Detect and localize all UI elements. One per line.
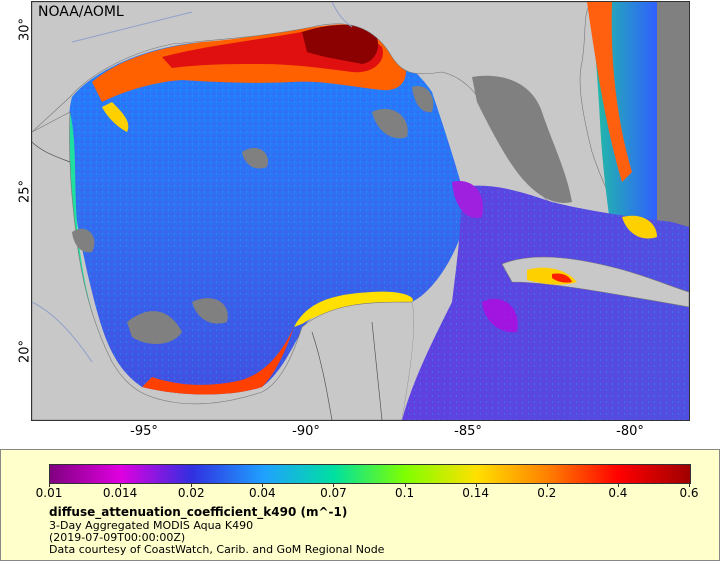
cloud-patch <box>192 298 228 324</box>
cuba-coast-red <box>552 273 572 283</box>
cloud-patch <box>242 147 268 169</box>
yucatan-coast-yellow <box>294 291 413 327</box>
cloud-patch <box>72 228 95 253</box>
lat-label-20: 20° <box>17 339 33 364</box>
legend-title: diffuse_attenuation_coefficient_k490 (m^… <box>49 505 348 519</box>
atlantic-coast-band <box>587 2 632 182</box>
river <box>331 2 353 28</box>
bahamas-bank <box>622 215 657 239</box>
cloud-patch <box>412 86 434 113</box>
colorbar-tick-label: 0.4 <box>608 486 628 500</box>
legend-date: (2019-07-09T00:00:00Z) <box>49 531 186 544</box>
colorbar-tick <box>49 483 50 487</box>
map-credit: NOAA/AOML <box>38 4 124 20</box>
lon-label-90: -90° <box>292 424 320 439</box>
lon-label-85: -85° <box>454 424 482 439</box>
purple-patch <box>452 181 483 218</box>
campeche-band <box>142 327 294 395</box>
legend-panel: diffuse_attenuation_coefficient_k490 (m^… <box>0 449 720 561</box>
colorbar-tick <box>404 483 406 487</box>
west-coast-green <box>69 112 102 342</box>
colorbar-tick <box>617 483 619 487</box>
colorbar-tick <box>475 483 477 487</box>
border-line <box>371 321 383 420</box>
colorbar-tick-label: 0.6 <box>679 486 699 500</box>
mississippi-plume <box>302 24 379 64</box>
colorbar-tick-label: 0.014 <box>102 486 138 500</box>
colorbar <box>49 464 691 484</box>
map-canvas <box>32 2 689 420</box>
colorbar-tick-label: 0.1 <box>395 486 415 500</box>
lon-label-95: -95° <box>130 424 158 439</box>
lon-label-80: -80° <box>616 424 644 439</box>
lat-label-25: 25° <box>17 179 33 204</box>
colorbar-tick <box>546 483 548 487</box>
colorbar-tick-label: 0.07 <box>320 486 347 500</box>
colorbar-tick-label: 0.02 <box>177 486 205 500</box>
caribbean-texture <box>402 185 689 420</box>
colorbar-tick <box>689 483 690 487</box>
border-line <box>32 141 71 163</box>
border-line <box>311 331 333 420</box>
colorbar-tick <box>120 483 122 487</box>
map-frame: NOAA/AOML <box>31 1 690 421</box>
colorbar-tick-label: 0.04 <box>248 486 276 500</box>
colorbar-tick <box>191 483 193 487</box>
river <box>32 301 93 363</box>
florida-no-data <box>472 75 572 203</box>
cloud-patch <box>372 108 408 139</box>
colorbar-tick-label: 0.14 <box>462 486 490 500</box>
cloud-patch <box>127 311 182 344</box>
texas-coast-yellow <box>102 102 129 132</box>
colorbar-tick-label: 0.2 <box>537 486 557 500</box>
colorbar-tick <box>333 483 335 487</box>
legend-dataset: 3-Day Aggregated MODIS Aqua K490 <box>49 519 254 532</box>
colorbar-tick <box>262 483 264 487</box>
purple-patch <box>482 298 518 333</box>
colorbar-tick-label: 0.01 <box>35 486 63 500</box>
legend-source: Data courtesy of CoastWatch, Carib. and … <box>49 543 385 556</box>
lat-label-30: 30° <box>17 17 33 42</box>
river <box>71 11 193 43</box>
